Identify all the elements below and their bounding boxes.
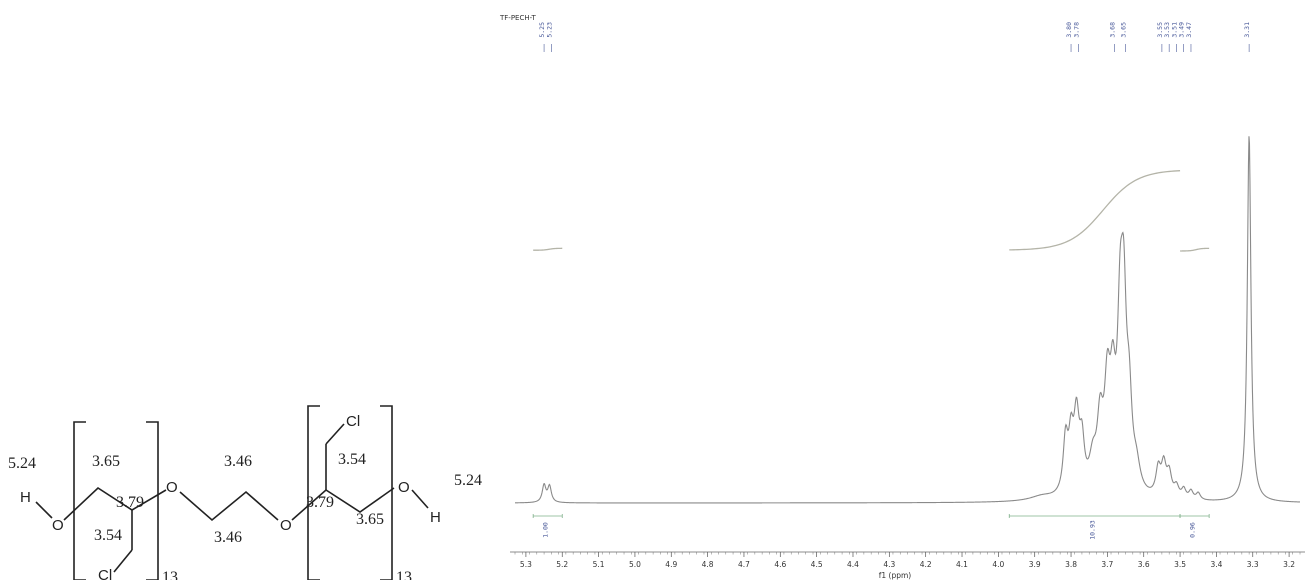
- shift-ch2-unit1: 3.65: [92, 453, 120, 470]
- x-tick-label-2: 5.1: [593, 560, 605, 569]
- integral-curves: [533, 170, 1210, 252]
- integral-markers: 1.00 10.93 0.96: [532, 514, 1210, 540]
- x-tick-label-14: 3.9: [1029, 560, 1041, 569]
- repeat-count-left: 13: [162, 569, 178, 580]
- x-tick-label-9: 4.4: [847, 560, 859, 569]
- peak-label-9: 3.49: [1178, 22, 1186, 38]
- atom-cl-left: Cl: [98, 567, 112, 580]
- integral-curve-2: [1180, 247, 1210, 252]
- backbone-unit1: [63, 486, 167, 521]
- bracket-left-open: [73, 421, 86, 580]
- x-tick-label-4: 4.9: [665, 560, 677, 569]
- x-axis: 5.3 5.2 5.1 5.0 4.9 4.8 4.7 4.6 4.5 4.4 4.3 4.2 4.1 4…: [510, 551, 1305, 569]
- bond-ch2-cl-right: [325, 423, 345, 445]
- atom-cl-right: Cl: [346, 413, 360, 430]
- integral-curve-1: [1009, 170, 1181, 251]
- x-tick-label-20: 3.3: [1247, 560, 1259, 569]
- x-tick-label-5: 4.8: [702, 560, 714, 569]
- shift-label-left: 5.24: [8, 455, 36, 472]
- peak-label-7: 3.53: [1163, 22, 1171, 38]
- peak-label-4: 3.68: [1109, 22, 1117, 38]
- x-tick-label-0: 5.3: [520, 560, 532, 569]
- shift-ch2cl-unit2: 3.54: [338, 451, 366, 468]
- peak-label-0: 5.25: [538, 22, 546, 38]
- bracket-left-close: [146, 421, 159, 580]
- peak-label-11: 3.31: [1243, 22, 1251, 38]
- shift-label-right: 5.24: [454, 472, 482, 489]
- peak-label-1: 5.23: [545, 22, 553, 38]
- x-tick-label-8: 4.5: [811, 560, 823, 569]
- atom-o-mid-left: O: [166, 479, 178, 496]
- atom-o-mid-right: O: [280, 517, 292, 534]
- bracket-right-close: [380, 405, 393, 580]
- peak-label-2: 3.80: [1065, 22, 1073, 38]
- integral-value-1: 10.93: [1089, 520, 1097, 540]
- x-tick-label-10: 4.3: [883, 560, 895, 569]
- x-tick-label-16: 3.7: [1101, 560, 1113, 569]
- x-tick-label-15: 3.8: [1065, 560, 1077, 569]
- x-tick-label-13: 4.0: [992, 560, 1004, 569]
- peak-labels: 5.25 5.23 3.80 3.78 3.68 3.65 3.55 3.53 3.51 3.49…: [538, 22, 1251, 52]
- x-tick-label-1: 5.2: [556, 560, 568, 569]
- integral-value-2: 0.96: [1189, 522, 1197, 538]
- shift-ch-unit1: 3.79: [116, 494, 144, 511]
- nmr-spectrum: TF-PECH-T 5.25 5.23 3.80 3.78 3.68 3.65 3.55 3.…: [499, 14, 1305, 580]
- bracket-right-open: [307, 405, 320, 580]
- peak-label-8: 3.51: [1170, 22, 1178, 38]
- bond-h-o-left: [35, 501, 53, 519]
- bond-ch2-cl-left: [113, 549, 133, 573]
- x-tick-label-7: 4.6: [774, 560, 786, 569]
- shift-ch-unit2: 3.79: [306, 494, 334, 511]
- integral-curve-0: [533, 247, 563, 251]
- atom-o-left: O: [52, 517, 64, 534]
- x-tick-label-11: 4.2: [920, 560, 932, 569]
- peak-label-10: 3.47: [1185, 22, 1193, 38]
- peak-label-6: 3.55: [1156, 22, 1164, 38]
- atom-h-right: H: [430, 509, 441, 526]
- peak-label-3: 3.78: [1072, 22, 1080, 38]
- backbone-linker: [179, 490, 279, 522]
- x-tick-label-21: 3.2: [1283, 560, 1295, 569]
- atom-h-left: H: [20, 489, 31, 506]
- spectrum-trace: [515, 136, 1301, 504]
- sample-label: TF-PECH-T: [499, 14, 537, 22]
- bond-o-h-right: [411, 489, 429, 509]
- x-tick-label-18: 3.5: [1174, 560, 1186, 569]
- repeat-count-right: 13: [396, 569, 412, 580]
- chemical-structure: 5.24 H O 13 3.65 3.79 3.54 Cl O 3.46 3.4…: [8, 405, 482, 580]
- x-tick-label-6: 4.7: [738, 560, 750, 569]
- integral-value-0: 1.00: [542, 522, 550, 538]
- atom-o-right: O: [398, 479, 410, 496]
- peak-label-5: 3.65: [1120, 22, 1128, 38]
- x-tick-label-17: 3.6: [1138, 560, 1150, 569]
- x-tick-label-12: 4.1: [956, 560, 968, 569]
- backbone-unit2: [291, 487, 395, 521]
- shift-ch2cl-unit1: 3.54: [94, 527, 122, 544]
- x-tick-label-3: 5.0: [629, 560, 641, 569]
- spectrum-line: [515, 136, 1301, 504]
- x-tick-label-19: 3.4: [1210, 560, 1222, 569]
- x-axis-title: f1 (ppm): [879, 571, 912, 580]
- shift-ch2-unit2: 3.65: [356, 511, 384, 528]
- shift-linker-bottom: 3.46: [214, 529, 242, 546]
- shift-linker-top: 3.46: [224, 453, 252, 470]
